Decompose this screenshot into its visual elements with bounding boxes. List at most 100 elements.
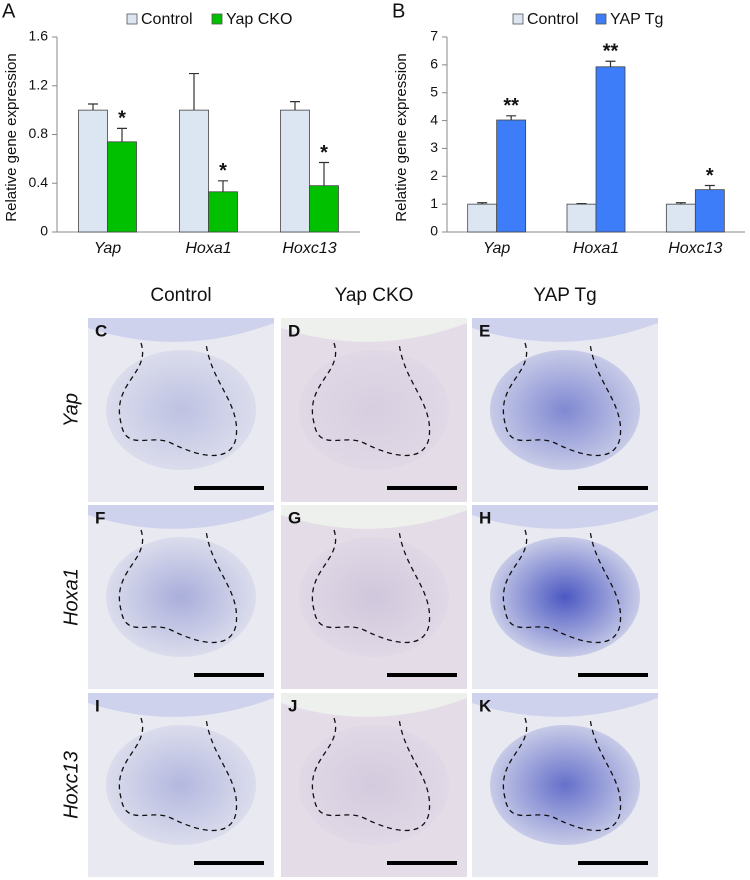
legend-swatch	[211, 13, 223, 25]
micrograph	[281, 318, 467, 502]
placode-outline	[502, 342, 622, 457]
error-bar	[704, 184, 715, 190]
x-tick-label: Yap	[94, 240, 121, 257]
epithelium	[281, 505, 467, 529]
x-tick-label: Hoxc13	[282, 240, 336, 257]
micrograph	[472, 318, 658, 502]
column-header: Yap CKO	[335, 285, 414, 306]
placode-outline	[311, 342, 431, 457]
x-tick-label: Hoxa1	[573, 240, 619, 257]
bar	[665, 203, 696, 233]
x-tick-label: Hoxa1	[185, 240, 231, 257]
bar	[694, 189, 725, 233]
bar	[595, 66, 626, 233]
y-axis-label: Relative gene expression	[393, 53, 410, 221]
panel-letter: D	[288, 321, 300, 340]
error-bar	[290, 100, 300, 111]
column-header: YAP Tg	[533, 285, 596, 306]
epithelium	[281, 693, 467, 717]
legend-label: Control	[527, 11, 579, 28]
epithelium	[281, 318, 467, 342]
significance: *	[706, 165, 714, 187]
significance: *	[118, 108, 126, 130]
error-bar	[189, 72, 199, 111]
stain	[490, 537, 640, 657]
panel-letter: G	[288, 508, 301, 527]
bar	[179, 109, 209, 233]
panel-letter: I	[95, 696, 100, 715]
x-tick-label: Hoxc13	[668, 240, 722, 257]
placode-outline	[502, 529, 622, 644]
y-tick-label: 0.8	[29, 125, 49, 141]
x-tick-label: Yap	[483, 240, 510, 257]
stain	[106, 725, 256, 845]
micrograph	[88, 318, 274, 502]
panel-letter: K	[479, 696, 492, 715]
legend-swatch	[126, 13, 138, 25]
epithelium	[88, 505, 274, 529]
y-tick-label: 2	[430, 167, 438, 183]
panel-letter: E	[479, 321, 490, 340]
bar	[496, 119, 527, 233]
stain	[299, 350, 449, 470]
bar	[107, 141, 137, 233]
error-bar	[117, 127, 127, 142]
bar	[309, 185, 339, 233]
panel-letter: J	[288, 696, 297, 715]
epithelium	[88, 693, 274, 717]
bar	[467, 203, 498, 233]
placode-outline	[311, 529, 431, 644]
legend-swatch	[595, 13, 607, 25]
bar	[566, 203, 597, 233]
stain	[490, 350, 640, 470]
bar	[280, 109, 310, 233]
y-tick-label: 3	[430, 139, 438, 155]
micrograph	[88, 505, 274, 689]
micrograph	[281, 505, 467, 689]
stain	[106, 537, 256, 657]
placode-outline	[118, 529, 238, 644]
significance: *	[219, 160, 227, 182]
placode-outline	[502, 717, 622, 832]
error-bar	[319, 161, 329, 186]
stain	[299, 725, 449, 845]
y-tick-label: 0	[40, 223, 48, 239]
stain	[490, 725, 640, 845]
y-tick-label: 1.2	[29, 76, 49, 92]
panel-letter: H	[479, 508, 491, 527]
y-tick-label: 1.6	[29, 28, 49, 44]
bar	[208, 191, 238, 233]
placode-outline	[311, 717, 431, 832]
micrograph	[88, 693, 274, 877]
significance: *	[320, 142, 328, 164]
row-label: Hoxc13	[60, 751, 82, 819]
legend-label: Control	[141, 11, 193, 28]
placode-outline	[118, 717, 238, 832]
significance: **	[603, 41, 619, 63]
stain	[106, 350, 256, 470]
epithelium	[472, 693, 658, 717]
y-tick-label: 1	[430, 195, 438, 211]
row-label: Yap	[60, 393, 82, 427]
error-bar	[506, 115, 517, 121]
row-label: Hoxa1	[60, 568, 82, 626]
significance: **	[503, 95, 519, 117]
panel-letter: F	[95, 508, 105, 527]
micrograph	[472, 505, 658, 689]
epithelium	[472, 318, 658, 342]
y-tick-label: 4	[430, 111, 438, 127]
epithelium	[88, 318, 274, 342]
y-tick-label: 0	[430, 223, 438, 239]
panel-label: B	[392, 0, 405, 22]
column-header: Control	[150, 285, 211, 306]
micrograph	[281, 693, 467, 877]
bar	[78, 109, 108, 233]
y-tick-label: 5	[430, 83, 438, 99]
y-tick-label: 0.4	[29, 174, 49, 190]
epithelium	[472, 505, 658, 529]
error-bar	[477, 202, 488, 205]
panel-label: A	[2, 0, 16, 22]
error-bar	[218, 180, 228, 192]
y-axis-label: Relative gene expression	[3, 53, 20, 221]
